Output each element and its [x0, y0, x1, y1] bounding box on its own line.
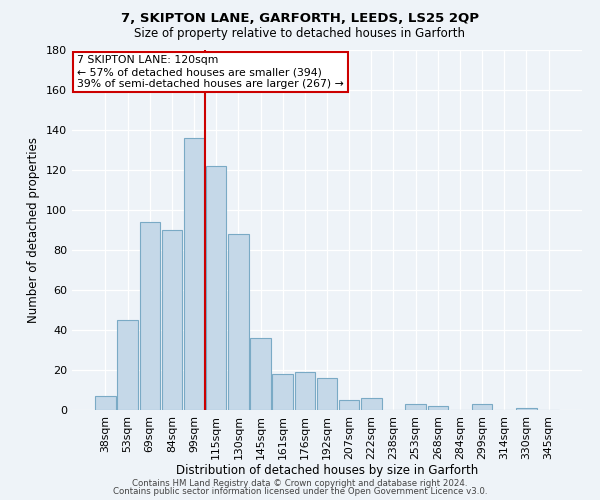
Bar — [140, 222, 160, 410]
X-axis label: Distribution of detached houses by size in Garforth: Distribution of detached houses by size … — [176, 464, 478, 477]
Y-axis label: Number of detached properties: Number of detached properties — [28, 137, 40, 323]
Bar — [428, 406, 448, 410]
Bar — [406, 404, 426, 410]
Bar — [472, 404, 493, 410]
Bar — [161, 230, 182, 410]
Bar — [118, 320, 138, 410]
Text: 7 SKIPTON LANE: 120sqm
← 57% of detached houses are smaller (394)
39% of semi-de: 7 SKIPTON LANE: 120sqm ← 57% of detached… — [77, 56, 344, 88]
Bar — [228, 234, 248, 410]
Bar — [361, 398, 382, 410]
Text: Contains public sector information licensed under the Open Government Licence v3: Contains public sector information licen… — [113, 487, 487, 496]
Text: Contains HM Land Registry data © Crown copyright and database right 2024.: Contains HM Land Registry data © Crown c… — [132, 478, 468, 488]
Bar — [339, 400, 359, 410]
Bar — [184, 138, 204, 410]
Bar — [272, 374, 293, 410]
Bar — [516, 408, 536, 410]
Bar — [317, 378, 337, 410]
Text: 7, SKIPTON LANE, GARFORTH, LEEDS, LS25 2QP: 7, SKIPTON LANE, GARFORTH, LEEDS, LS25 2… — [121, 12, 479, 26]
Bar — [95, 396, 116, 410]
Bar — [295, 372, 315, 410]
Bar — [206, 166, 226, 410]
Text: Size of property relative to detached houses in Garforth: Size of property relative to detached ho… — [134, 28, 466, 40]
Bar — [250, 338, 271, 410]
